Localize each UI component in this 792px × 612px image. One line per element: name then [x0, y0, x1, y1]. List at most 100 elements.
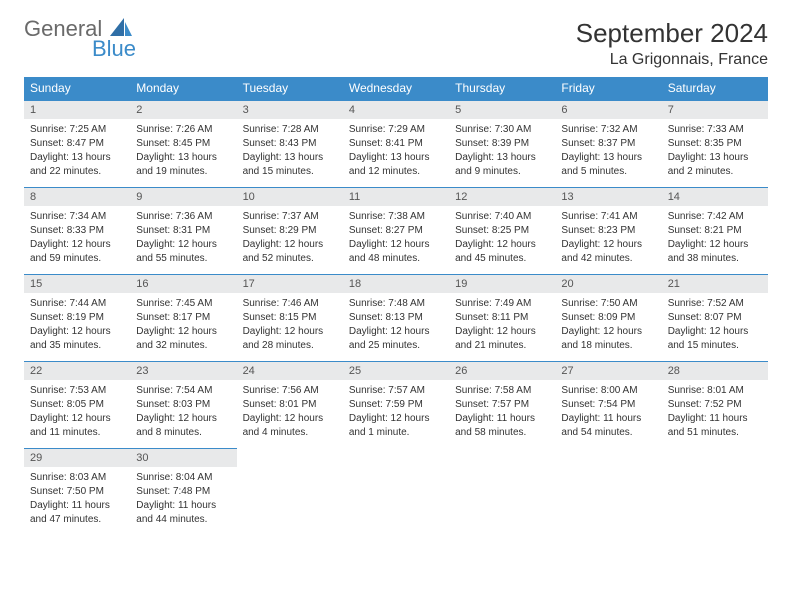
day-number: 24 [237, 361, 343, 380]
calendar-row: 22Sunrise: 7:53 AMSunset: 8:05 PMDayligh… [24, 361, 768, 448]
day-number: 19 [449, 274, 555, 293]
sunset-text: Sunset: 8:21 PM [668, 224, 762, 238]
day-content: Sunrise: 7:33 AMSunset: 8:35 PMDaylight:… [662, 119, 768, 187]
day-number: 25 [343, 361, 449, 380]
weekday-header: Thursday [449, 77, 555, 99]
day-content: Sunrise: 8:04 AMSunset: 7:48 PMDaylight:… [130, 467, 236, 535]
calendar-cell: 1Sunrise: 7:25 AMSunset: 8:47 PMDaylight… [24, 99, 130, 187]
sunrise-text: Sunrise: 7:29 AM [349, 123, 443, 137]
calendar-cell: 3Sunrise: 7:28 AMSunset: 8:43 PMDaylight… [237, 99, 343, 187]
sunset-text: Sunset: 8:09 PM [561, 311, 655, 325]
day-number: 7 [662, 99, 768, 119]
calendar-cell: 8Sunrise: 7:34 AMSunset: 8:33 PMDaylight… [24, 187, 130, 274]
sunset-text: Sunset: 8:41 PM [349, 137, 443, 151]
weekday-header: Sunday [24, 77, 130, 99]
day-number: 27 [555, 361, 661, 380]
sunrise-text: Sunrise: 7:33 AM [668, 123, 762, 137]
calendar-row: 8Sunrise: 7:34 AMSunset: 8:33 PMDaylight… [24, 187, 768, 274]
daylight-text: Daylight: 12 hours and 18 minutes. [561, 325, 655, 353]
weekday-header: Saturday [662, 77, 768, 99]
day-content: Sunrise: 7:58 AMSunset: 7:57 PMDaylight:… [449, 380, 555, 448]
calendar-cell: 20Sunrise: 7:50 AMSunset: 8:09 PMDayligh… [555, 274, 661, 361]
weekday-header: Wednesday [343, 77, 449, 99]
calendar-cell: 27Sunrise: 8:00 AMSunset: 7:54 PMDayligh… [555, 361, 661, 448]
daylight-text: Daylight: 12 hours and 8 minutes. [136, 412, 230, 440]
daylight-text: Daylight: 12 hours and 11 minutes. [30, 412, 124, 440]
sunrise-text: Sunrise: 7:34 AM [30, 210, 124, 224]
calendar-cell: 21Sunrise: 7:52 AMSunset: 8:07 PMDayligh… [662, 274, 768, 361]
day-number: 18 [343, 274, 449, 293]
sunset-text: Sunset: 8:01 PM [243, 398, 337, 412]
calendar-cell [449, 448, 555, 535]
day-content: Sunrise: 7:26 AMSunset: 8:45 PMDaylight:… [130, 119, 236, 187]
sunrise-text: Sunrise: 7:38 AM [349, 210, 443, 224]
calendar-cell: 28Sunrise: 8:01 AMSunset: 7:52 PMDayligh… [662, 361, 768, 448]
day-content: Sunrise: 7:34 AMSunset: 8:33 PMDaylight:… [24, 206, 130, 274]
sunset-text: Sunset: 7:52 PM [668, 398, 762, 412]
day-number: 5 [449, 99, 555, 119]
daylight-text: Daylight: 12 hours and 35 minutes. [30, 325, 124, 353]
calendar-cell: 25Sunrise: 7:57 AMSunset: 7:59 PMDayligh… [343, 361, 449, 448]
day-content: Sunrise: 7:57 AMSunset: 7:59 PMDaylight:… [343, 380, 449, 448]
sunrise-text: Sunrise: 8:00 AM [561, 384, 655, 398]
calendar-cell: 23 Sunrise: 7:54 AMSunset: 8:03 PMDayligh… [130, 361, 236, 448]
day-number: 26 [449, 361, 555, 380]
sunset-text: Sunset: 8:17 PM [136, 311, 230, 325]
day-number: 23 [130, 361, 236, 380]
calendar-table: Sunday Monday Tuesday Wednesday Thursday… [24, 77, 768, 535]
day-number: 16 [130, 274, 236, 293]
sunrise-text: Sunrise: 7:44 AM [30, 297, 124, 311]
sunset-text: Sunset: 8:15 PM [243, 311, 337, 325]
day-number: 20 [555, 274, 661, 293]
day-number: 15 [24, 274, 130, 293]
sunrise-text: Sunrise: 7:25 AM [30, 123, 124, 137]
sunrise-text: Sunrise: 7:32 AM [561, 123, 655, 137]
sunrise-text: Sunrise: 7:58 AM [455, 384, 549, 398]
sunset-text: Sunset: 8:19 PM [30, 311, 124, 325]
sunset-text: Sunset: 8:11 PM [455, 311, 549, 325]
daylight-text: Daylight: 13 hours and 2 minutes. [668, 151, 762, 179]
day-content: Sunrise: 7:38 AMSunset: 8:27 PMDaylight:… [343, 206, 449, 274]
calendar-cell: 12Sunrise: 7:40 AMSunset: 8:25 PMDayligh… [449, 187, 555, 274]
day-number: 22 [24, 361, 130, 380]
sunrise-text: Sunrise: 8:01 AM [668, 384, 762, 398]
sunrise-text: Sunrise: 7:40 AM [455, 210, 549, 224]
day-content: Sunrise: 7:48 AMSunset: 8:13 PMDaylight:… [343, 293, 449, 361]
day-content: Sunrise: 7:28 AMSunset: 8:43 PMDaylight:… [237, 119, 343, 187]
daylight-text: Daylight: 12 hours and 52 minutes. [243, 238, 337, 266]
sunset-text: Sunset: 8:29 PM [243, 224, 337, 238]
page-title: September 2024 [576, 18, 768, 49]
daylight-text: Daylight: 12 hours and 1 minute. [349, 412, 443, 440]
daylight-text: Daylight: 12 hours and 38 minutes. [668, 238, 762, 266]
daylight-text: Daylight: 12 hours and 48 minutes. [349, 238, 443, 266]
sunrise-text: Sunrise: 7:30 AM [455, 123, 549, 137]
calendar-cell [662, 448, 768, 535]
calendar-cell: 19Sunrise: 7:49 AMSunset: 8:11 PMDayligh… [449, 274, 555, 361]
daylight-text: Daylight: 11 hours and 44 minutes. [136, 499, 230, 527]
daylight-text: Daylight: 13 hours and 15 minutes. [243, 151, 337, 179]
day-number: 28 [662, 361, 768, 380]
header: General Blue September 2024 La Grigonnai… [24, 18, 768, 69]
day-number: 6 [555, 99, 661, 119]
sunrise-text: Sunrise: 7:54 AM [136, 384, 230, 398]
sunset-text: Sunset: 8:03 PM [136, 398, 230, 412]
calendar-cell [237, 448, 343, 535]
title-block: September 2024 La Grigonnais, France [576, 18, 768, 69]
sunset-text: Sunset: 7:57 PM [455, 398, 549, 412]
day-number: 4 [343, 99, 449, 119]
calendar-cell: 7Sunrise: 7:33 AMSunset: 8:35 PMDaylight… [662, 99, 768, 187]
sunset-text: Sunset: 8:45 PM [136, 137, 230, 151]
daylight-text: Daylight: 13 hours and 9 minutes. [455, 151, 549, 179]
daylight-text: Daylight: 13 hours and 5 minutes. [561, 151, 655, 179]
sunset-text: Sunset: 8:37 PM [561, 137, 655, 151]
day-content: Sunrise: 7:29 AMSunset: 8:41 PMDaylight:… [343, 119, 449, 187]
day-number: 14 [662, 187, 768, 206]
sunset-text: Sunset: 7:59 PM [349, 398, 443, 412]
day-content: Sunrise: 7:56 AMSunset: 8:01 PMDaylight:… [237, 380, 343, 448]
sunset-text: Sunset: 8:27 PM [349, 224, 443, 238]
day-number: 3 [237, 99, 343, 119]
daylight-text: Daylight: 12 hours and 32 minutes. [136, 325, 230, 353]
sunrise-text: Sunrise: 7:28 AM [243, 123, 337, 137]
calendar-cell: 5Sunrise: 7:30 AMSunset: 8:39 PMDaylight… [449, 99, 555, 187]
sunrise-text: Sunrise: 7:37 AM [243, 210, 337, 224]
